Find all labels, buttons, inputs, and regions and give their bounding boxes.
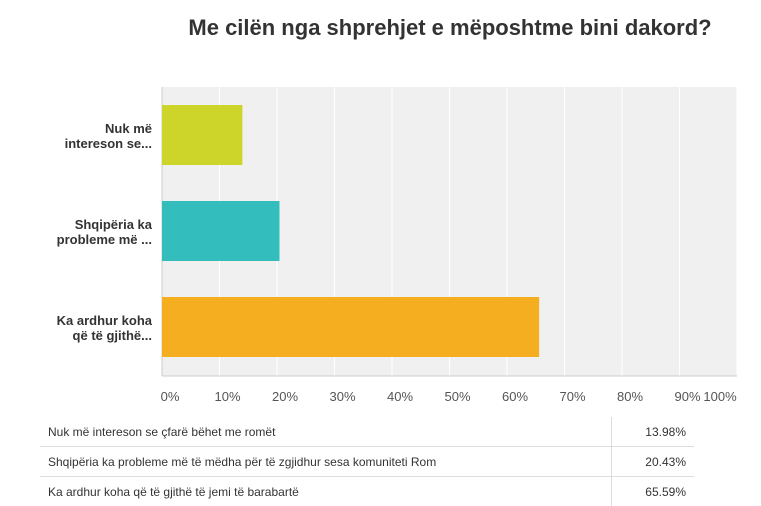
y-category-label: intereson se...: [65, 136, 152, 151]
x-tick-label: 10%: [214, 389, 240, 404]
bar: [162, 297, 540, 357]
chart-title: Me cilën nga shprehjet e mëposhtme bini …: [188, 15, 712, 40]
y-category-label: Nuk më: [105, 121, 152, 136]
y-category-label: Shqipëria ka: [75, 217, 153, 232]
x-tick-label: 30%: [329, 389, 355, 404]
y-category-label: probleme më ...: [57, 232, 152, 247]
bar: [162, 105, 243, 165]
answer-percent: 13.98%: [611, 417, 694, 447]
x-tick-label: 70%: [559, 389, 585, 404]
answer-percent: 65.59%: [611, 476, 694, 506]
y-category-label: që të gjithë...: [73, 328, 152, 343]
x-tick-label: 40%: [387, 389, 413, 404]
x-tick-label: 100%: [703, 389, 737, 404]
x-tick-label: 20%: [272, 389, 298, 404]
x-tick-label: 60%: [502, 389, 528, 404]
table-row: Nuk më intereson se çfarë bëhet me romët…: [40, 417, 694, 447]
y-category-label: Ka ardhur koha: [57, 313, 153, 328]
x-tick-label: 0%: [161, 389, 180, 404]
answer-label: Shqipëria ka probleme më të mëdha për të…: [40, 446, 612, 477]
answer-percent: 20.43%: [611, 446, 694, 477]
x-tick-label: 80%: [617, 389, 643, 404]
table-row: Shqipëria ka probleme më të mëdha për të…: [40, 446, 694, 477]
x-tick-label: 90%: [674, 389, 700, 404]
answer-label: Ka ardhur koha që të gjithë të jemi të b…: [48, 484, 299, 499]
table-row: Ka ardhur koha që të gjithë të jemi të b…: [40, 476, 694, 506]
x-tick-label: 50%: [444, 389, 470, 404]
bar-chart: 0% 10% 20% 30% 40% 50% 60% 70% 80% 90% 100% Nuk mëi…: [57, 87, 738, 404]
answer-label: Nuk më intereson se çfarë bëhet me romët: [40, 417, 612, 447]
bar: [162, 201, 280, 261]
results-table: Nuk më intereson se çfarë bëhet me romët…: [40, 417, 694, 506]
